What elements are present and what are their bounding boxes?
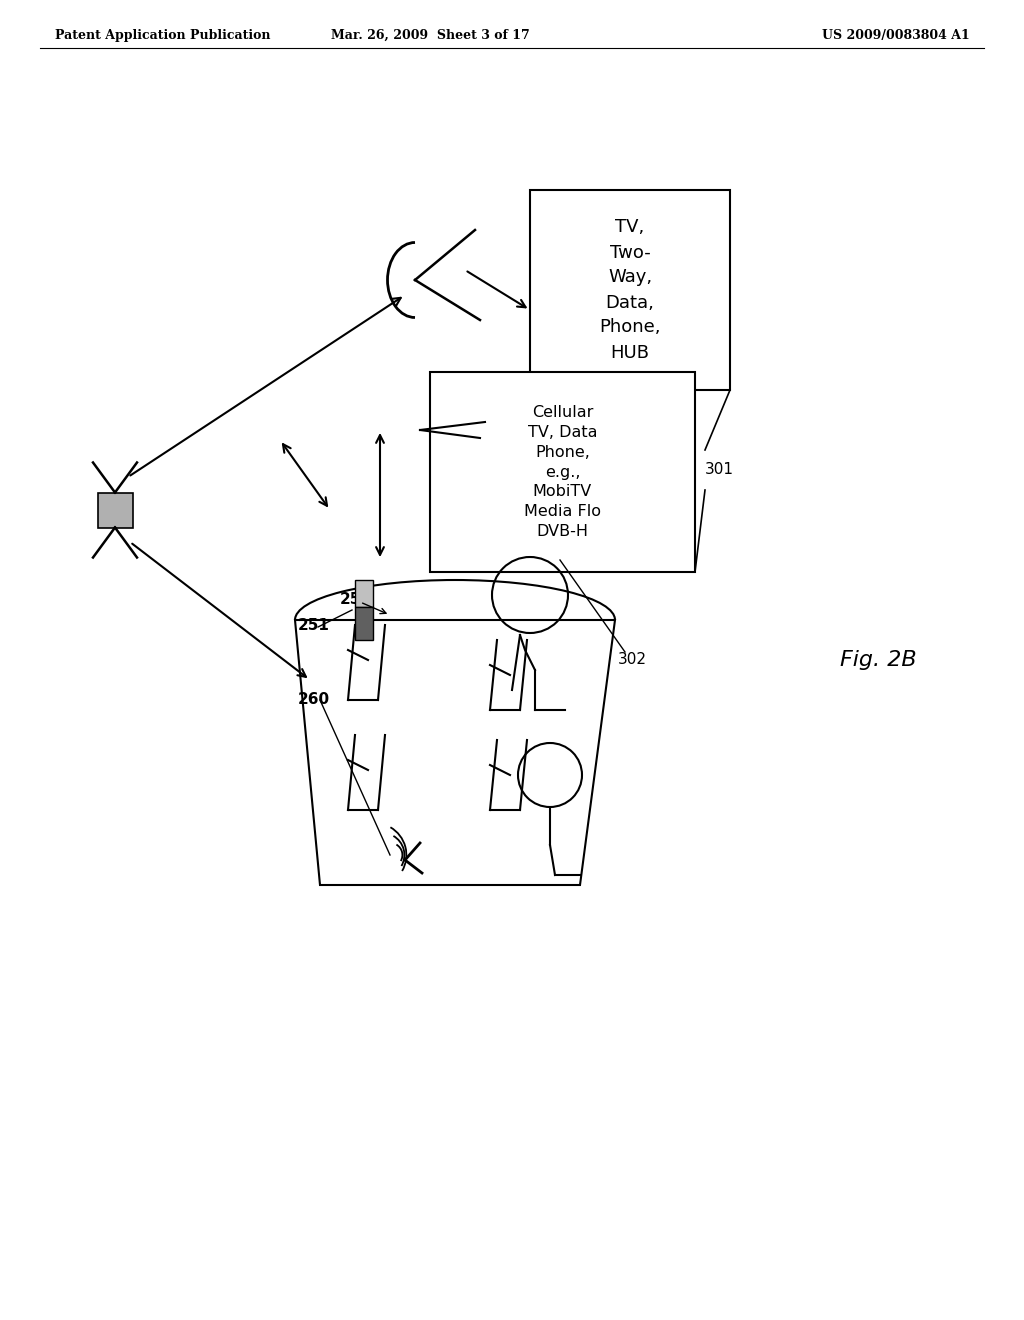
- Polygon shape: [295, 620, 615, 884]
- Bar: [355, 579, 373, 607]
- Text: US 2009/0083804 A1: US 2009/0083804 A1: [822, 29, 970, 41]
- Bar: [97, 492, 132, 528]
- Text: 260: 260: [298, 693, 330, 708]
- Text: Patent Application Publication: Patent Application Publication: [55, 29, 270, 41]
- Bar: [530, 190, 730, 389]
- Text: 301: 301: [705, 462, 734, 478]
- Bar: [430, 372, 695, 572]
- Text: 251: 251: [298, 618, 330, 632]
- Text: Fig. 2B: Fig. 2B: [840, 649, 916, 671]
- Text: Mar. 26, 2009  Sheet 3 of 17: Mar. 26, 2009 Sheet 3 of 17: [331, 29, 529, 41]
- Bar: [355, 607, 373, 640]
- Text: 302: 302: [618, 652, 647, 667]
- Text: TV,
Two-
Way,
Data,
Phone,
HUB: TV, Two- Way, Data, Phone, HUB: [599, 219, 660, 362]
- Text: 250: 250: [340, 593, 372, 607]
- Text: Cellular
TV, Data
Phone,
e.g.,
MobiTV
Media Flo
DVB-H: Cellular TV, Data Phone, e.g., MobiTV Me…: [524, 405, 601, 539]
